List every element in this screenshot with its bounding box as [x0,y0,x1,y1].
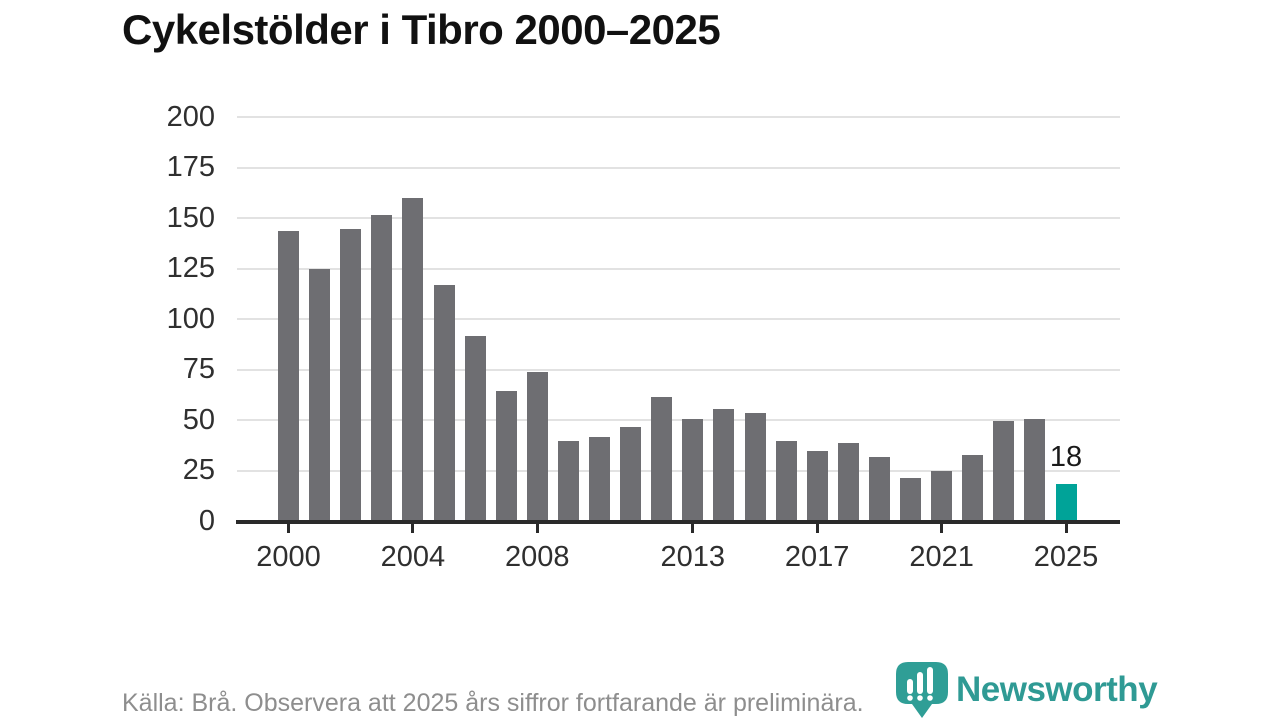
bar-2010 [589,437,610,520]
bar-2025 [1055,483,1077,520]
x-axis-label-2008: 2008 [505,541,570,573]
x-tick-2025 [1064,524,1068,533]
bar-2022 [962,455,984,520]
gridline-y-175 [237,166,1120,169]
bar-2003 [371,214,393,520]
bar-2005 [433,285,455,520]
bar-2016 [775,441,797,520]
gridline-y-200 [237,116,1120,118]
bar-2015 [744,412,766,520]
bar-2006 [464,335,486,520]
bar-2018 [837,443,859,520]
page-title: Cykelstölder i Tibro 2000–2025 [122,6,721,53]
x-axis-label-2025: 2025 [1033,541,1099,573]
bar-2019 [868,457,890,520]
newsworthy-pin-barchart-icon [896,662,948,718]
y-axis-label-100: 100 [166,302,215,335]
x-axis-line [236,520,1120,524]
bar-2007 [495,390,517,520]
gridline-y-50 [237,419,1120,422]
bar-2008 [526,372,548,520]
x-tick-2008 [535,524,539,533]
x-axis-label-2021: 2021 [909,541,974,573]
x-tick-2021 [940,524,944,533]
bar-2011 [620,426,642,520]
y-axis-label-125: 125 [166,252,215,285]
bar-2023 [993,420,1015,520]
bar-2009 [557,441,579,520]
gridline-y-150 [237,217,1120,220]
x-axis-label-2013: 2013 [660,541,726,573]
gridline-y-25 [237,469,1120,472]
bar-2000 [278,230,299,520]
source-note: Källa: Brå. Observera att 2025 års siffr… [122,689,864,717]
gridline-y-75 [237,368,1120,371]
x-axis-label-2017: 2017 [784,541,850,573]
bar-2013 [682,418,704,520]
y-axis-label-50: 50 [182,403,215,436]
bar-2002 [340,228,362,520]
y-axis-label-25: 25 [182,454,215,487]
gridline-y-125 [237,267,1120,270]
x-tick-2000 [287,524,290,533]
y-axis-label-150: 150 [166,201,215,234]
x-axis-label-2004: 2004 [380,541,446,573]
brand-logo: Newsworthy [896,662,1158,718]
bar-2020 [900,477,921,520]
y-axis-label-175: 175 [166,151,215,184]
y-axis-label-200: 200 [166,100,215,133]
bar-2014 [713,408,735,520]
gridline-y-100 [237,318,1120,321]
x-tick-2013 [691,524,695,533]
x-tick-2017 [815,524,819,533]
y-axis-label-75: 75 [182,353,215,386]
x-tick-2004 [411,524,415,533]
highlight-value-label: 18 [1049,440,1083,473]
bar-2021 [931,471,953,520]
bar-2001 [309,269,331,520]
brand-wordmark: Newsworthy [956,670,1158,709]
bar-2017 [806,451,828,520]
y-axis-label-0: 0 [198,505,215,537]
bar-2004 [402,198,424,520]
bar-2012 [651,396,673,520]
bar-2024 [1024,418,1046,520]
x-axis-label-2000: 2000 [256,541,321,573]
